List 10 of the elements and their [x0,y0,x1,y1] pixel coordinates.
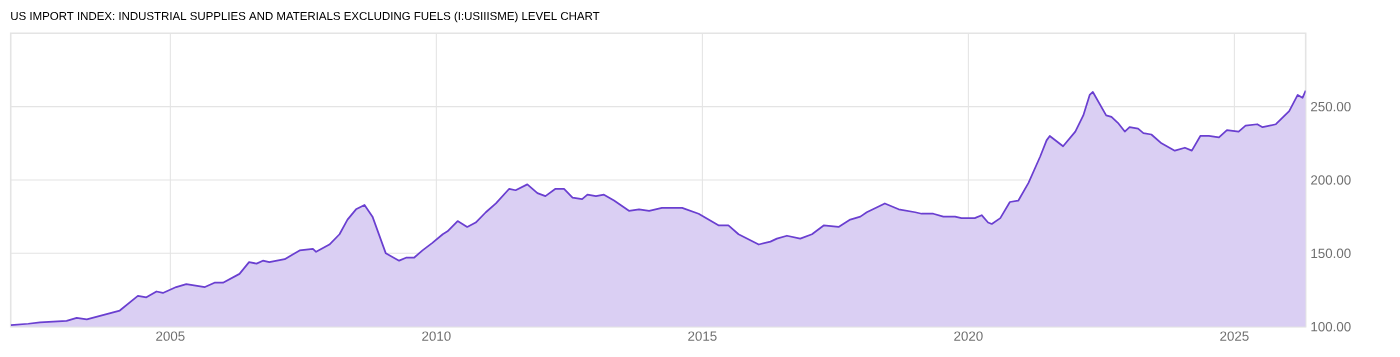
x-tick-label: 2015 [688,331,717,341]
x-tick-label: 2005 [156,331,185,341]
y-tick-label: 150.00 [1311,248,1351,259]
x-tick-label: 2025 [1220,331,1249,341]
x-tick-label: 2020 [954,331,983,341]
x-tick-label: 2010 [422,331,451,341]
y-tick-label: 250.00 [1311,101,1351,112]
y-tick-label: 200.00 [1311,175,1351,185]
chart-title: US IMPORT INDEX: INDUSTRIAL SUPPLIES AND MATERIALS EXCLUDING FUELS (I:USIIISME) LEVEL CHART [11,11,600,23]
y-tick-label: 100.00 [1311,321,1351,332]
